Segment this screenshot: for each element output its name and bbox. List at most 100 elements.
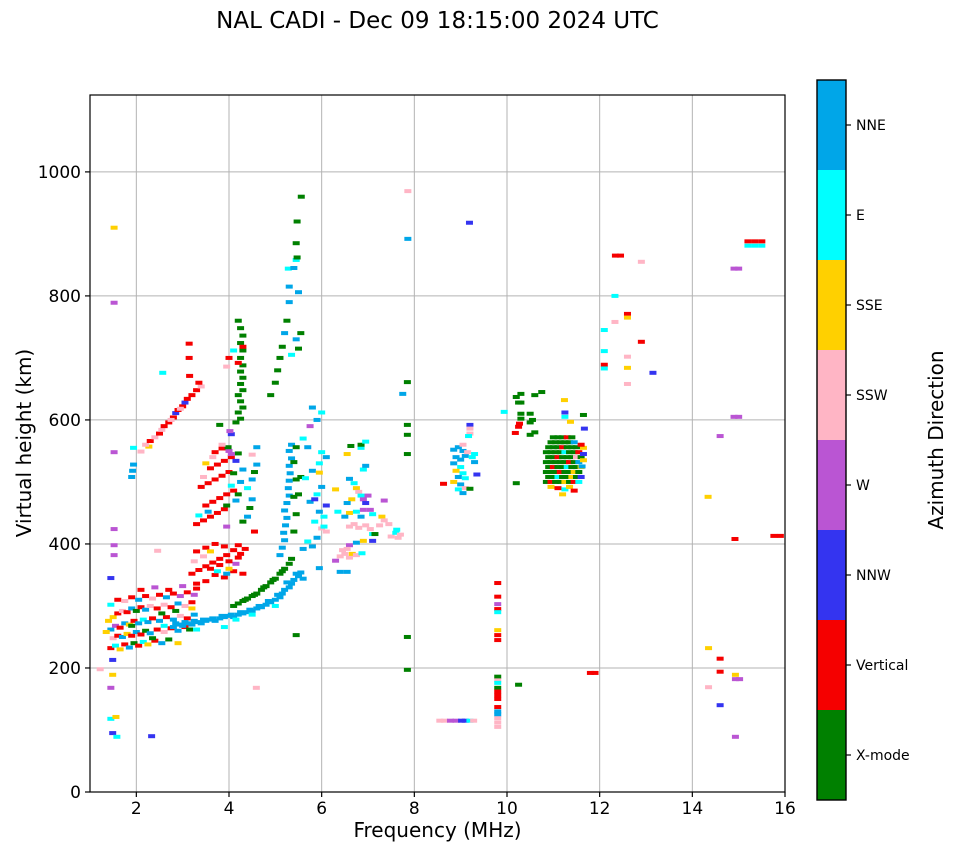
echo-point [288, 556, 296, 561]
echo-point [494, 610, 502, 615]
echo-point [281, 587, 289, 592]
echo-point [190, 592, 198, 597]
echo-point [348, 551, 356, 556]
echo-point [579, 458, 587, 463]
echo-point [195, 513, 203, 518]
echo-point [466, 422, 474, 427]
echo-point [206, 466, 214, 471]
echo-point [299, 546, 307, 551]
echo-point [213, 569, 221, 574]
echo-point [165, 637, 173, 642]
echo-point [165, 587, 173, 592]
echo-point [110, 225, 118, 230]
echo-point [206, 549, 214, 554]
echo-point [403, 422, 411, 427]
echo-point [494, 689, 502, 694]
echo-point [570, 450, 578, 455]
echo-point [387, 534, 395, 539]
echo-point [160, 602, 168, 607]
echo-point [716, 656, 724, 661]
echo-point [237, 341, 245, 346]
echo-point [284, 266, 292, 271]
echo-point [515, 682, 523, 687]
echo-point [299, 576, 307, 581]
echo-point [378, 514, 386, 519]
echo-point [185, 355, 193, 360]
echo-point [347, 443, 355, 448]
echo-point [570, 470, 578, 475]
echo-point [542, 460, 550, 465]
echo-point [649, 370, 657, 375]
echo-point [566, 440, 574, 445]
echo-point [176, 613, 184, 618]
echo-point [292, 571, 300, 576]
echo-point [181, 603, 189, 608]
echo-point [218, 446, 226, 451]
echo-point [174, 601, 182, 606]
echo-point [183, 396, 191, 401]
echo-point [128, 623, 136, 628]
echo-point [570, 479, 578, 484]
echo-point [248, 452, 256, 457]
echo-point [617, 253, 625, 258]
echo-point [528, 417, 536, 422]
echo-point [227, 455, 235, 460]
echo-point [559, 455, 567, 460]
echo-point [118, 634, 126, 639]
echo-point [396, 532, 404, 537]
echo-point [494, 693, 502, 698]
echo-point [568, 445, 576, 450]
echo-point [573, 445, 580, 450]
colorbar-segment [817, 80, 846, 170]
echo-point [358, 551, 366, 556]
echo-point [304, 539, 312, 544]
echo-point [716, 669, 724, 674]
echo-point [556, 470, 564, 475]
colorbar-tick-label: E [856, 208, 865, 224]
echo-point [517, 400, 525, 405]
echo-point [195, 568, 203, 573]
echo-point [137, 449, 145, 454]
echo-point [470, 718, 478, 723]
echo-point [283, 515, 291, 520]
echo-point [559, 492, 567, 497]
echo-point [172, 621, 180, 626]
echo-point [153, 606, 161, 611]
echo-point [193, 627, 201, 632]
echo-point [200, 617, 208, 622]
colorbar-tick-label: NNE [856, 118, 886, 134]
echo-point [237, 369, 245, 374]
echo-point [139, 617, 147, 622]
echo-point [515, 424, 523, 429]
echo-point [554, 445, 562, 450]
echo-point [500, 409, 508, 414]
echo-point [146, 603, 154, 608]
echo-point [107, 646, 115, 651]
echo-point [751, 243, 759, 248]
echo-point [466, 431, 474, 436]
echo-point [517, 391, 525, 396]
echo-point [230, 569, 238, 574]
x-tick-label: 14 [682, 799, 704, 819]
echo-point [568, 435, 576, 440]
echo-point [237, 381, 245, 386]
echo-point [220, 507, 228, 512]
echo-point [568, 455, 576, 460]
echo-point [369, 538, 377, 543]
echo-point [223, 364, 231, 369]
echo-point [186, 373, 194, 378]
colorbar-tick-label: Vertical [856, 658, 908, 674]
echo-point [110, 300, 118, 305]
echo-point [239, 519, 247, 524]
echo-point [556, 450, 564, 455]
echo-point [172, 608, 180, 613]
echo-point [239, 344, 247, 349]
echo-point [281, 566, 289, 571]
echo-point [380, 518, 388, 523]
echo-point [172, 411, 180, 416]
echo-point [153, 627, 161, 632]
echo-point [566, 450, 574, 455]
echo-point [174, 628, 182, 633]
echo-point [494, 696, 502, 701]
echo-point [281, 538, 289, 543]
